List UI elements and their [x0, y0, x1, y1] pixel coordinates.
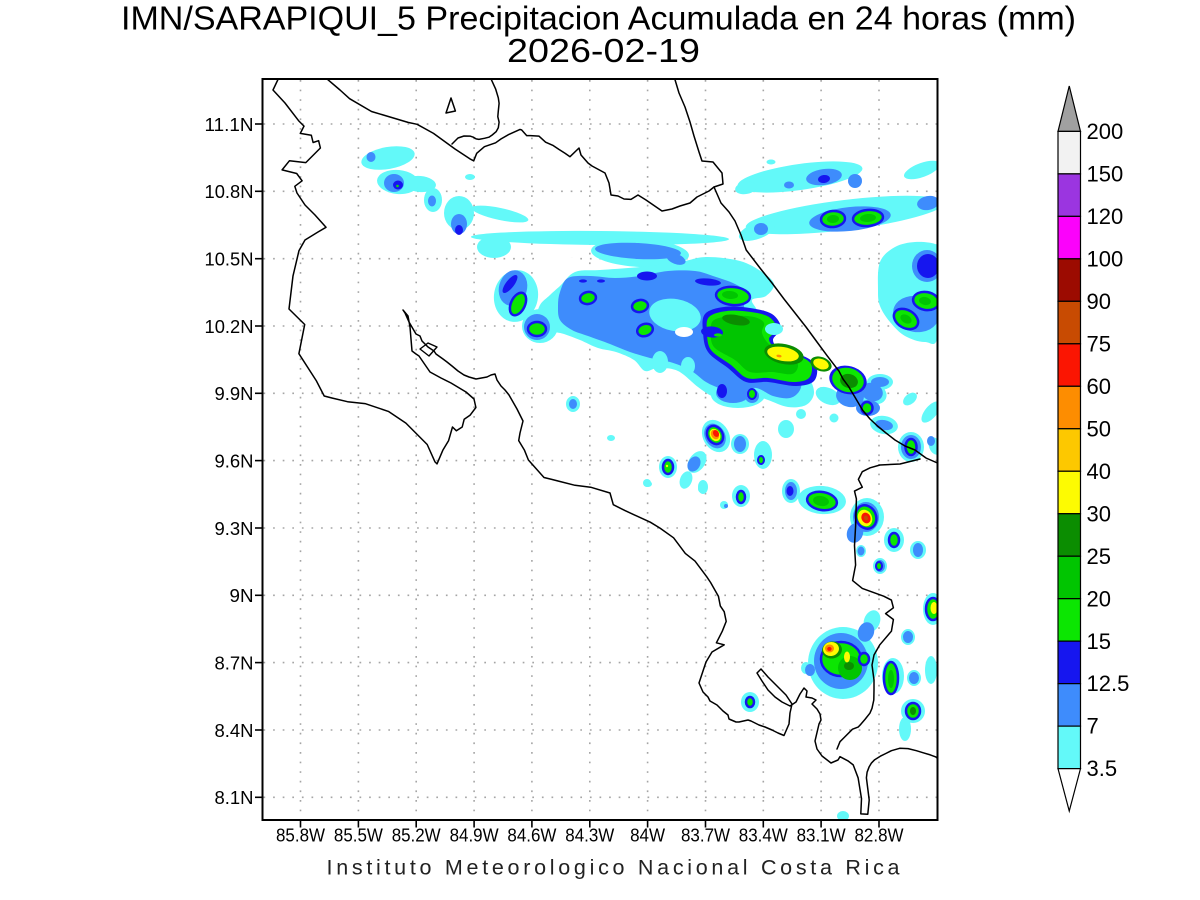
svg-text:83.7W: 83.7W — [681, 826, 730, 846]
svg-text:9N: 9N — [230, 586, 254, 606]
svg-text:8.1N: 8.1N — [215, 788, 254, 808]
svg-text:IMN/SARAPIQUI_5 Precipitacion: IMN/SARAPIQUI_5 Precipitacion Acumulada … — [121, 0, 1076, 37]
svg-text:3.5: 3.5 — [1087, 756, 1118, 781]
svg-text:90: 90 — [1087, 289, 1111, 314]
svg-text:20: 20 — [1087, 586, 1111, 611]
svg-text:8.7N: 8.7N — [215, 653, 254, 673]
svg-text:83.4W: 83.4W — [739, 826, 788, 846]
svg-text:84W: 84W — [630, 826, 665, 846]
svg-text:84.6W: 84.6W — [507, 826, 556, 846]
svg-text:85.2W: 85.2W — [392, 826, 441, 846]
svg-text:9.9N: 9.9N — [215, 384, 254, 404]
svg-text:60: 60 — [1087, 374, 1111, 399]
svg-text:85.8W: 85.8W — [276, 826, 325, 846]
svg-text:83.1W: 83.1W — [797, 826, 846, 846]
svg-text:50: 50 — [1087, 416, 1111, 441]
svg-text:11.1N: 11.1N — [205, 115, 254, 135]
svg-text:75: 75 — [1087, 331, 1111, 356]
svg-text:120: 120 — [1087, 204, 1124, 229]
svg-text:8.4N: 8.4N — [215, 721, 254, 741]
svg-text:Instituto Meteorologico Nacion: Instituto Meteorologico Nacional Costa R… — [327, 856, 900, 880]
svg-text:84.3W: 84.3W — [565, 826, 614, 846]
svg-text:84.9W: 84.9W — [450, 826, 499, 846]
svg-text:15: 15 — [1087, 629, 1111, 654]
svg-text:12.5: 12.5 — [1087, 671, 1130, 696]
svg-text:10.8N: 10.8N — [205, 182, 254, 202]
svg-text:9.3N: 9.3N — [215, 519, 254, 539]
svg-text:200: 200 — [1087, 119, 1124, 144]
svg-text:2026-02-19: 2026-02-19 — [507, 32, 700, 69]
svg-text:30: 30 — [1087, 501, 1111, 526]
svg-text:82.8W: 82.8W — [855, 826, 904, 846]
svg-text:7: 7 — [1087, 714, 1099, 739]
svg-text:100: 100 — [1087, 246, 1124, 271]
svg-text:85.5W: 85.5W — [334, 826, 383, 846]
svg-text:10.5N: 10.5N — [205, 250, 254, 270]
svg-text:25: 25 — [1087, 544, 1111, 569]
svg-text:10.2N: 10.2N — [205, 317, 254, 337]
svg-text:40: 40 — [1087, 459, 1111, 484]
svg-text:150: 150 — [1087, 162, 1124, 187]
svg-text:9.6N: 9.6N — [215, 451, 254, 471]
